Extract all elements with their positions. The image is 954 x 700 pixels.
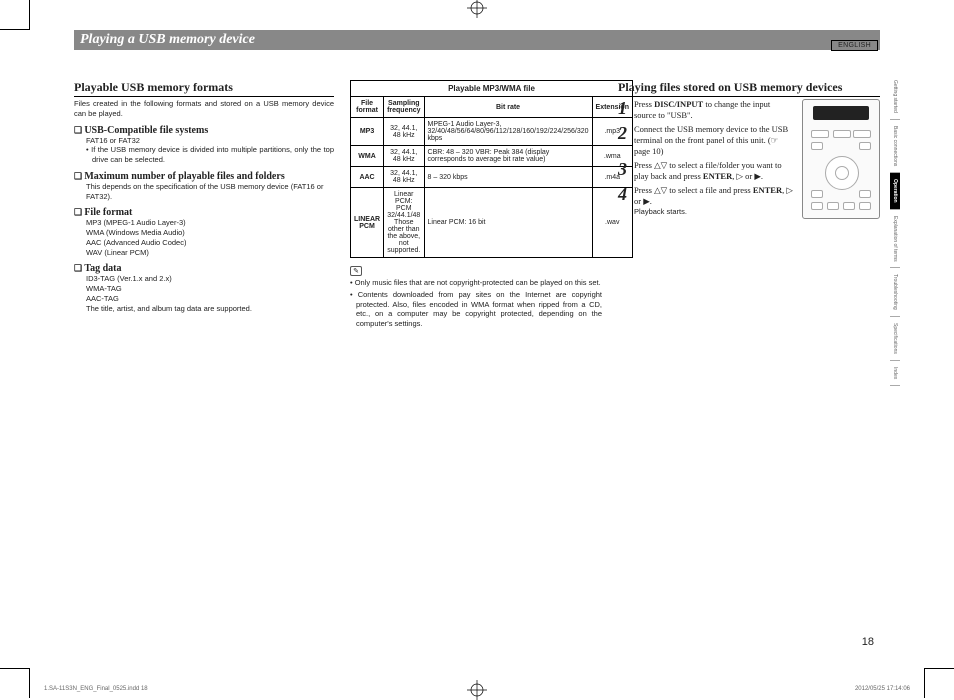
- step: 1Press DISC/INPUT to change the input so…: [618, 99, 794, 120]
- table-cell: MP3: [351, 118, 384, 146]
- crop-mark-br: [924, 668, 954, 698]
- table-cell: 32, 44.1, 48 kHz: [384, 146, 424, 167]
- step-sub: Playback starts.: [634, 207, 794, 216]
- table-cell: CBR: 48 – 320 VBR: Peak 384 (display cor…: [424, 146, 592, 167]
- table-cell: 32, 44.1, 48 kHz: [384, 118, 424, 146]
- table-cell: WMA: [351, 146, 384, 167]
- table-cell: LINEAR PCM: [351, 188, 384, 258]
- footer-timestamp: 2012/05/25 17:14:06: [855, 686, 910, 692]
- step: 4Press △▽ to select a file and press ENT…: [618, 185, 794, 216]
- side-tab[interactable]: Explanation of terms: [890, 210, 900, 269]
- format-item-body: MP3 (MPEG-1 Audio Layer-3)WMA (Windows M…: [74, 218, 334, 257]
- language-badge: ENGLISH: [831, 40, 878, 51]
- format-item-head: File format: [74, 207, 334, 218]
- table-header: Bit rate: [424, 97, 592, 118]
- note: • Contents downloaded from pay sites on …: [350, 290, 602, 329]
- steps-list: 1Press DISC/INPUT to change the input so…: [618, 99, 794, 220]
- column-middle: Playable MP3/WMA file File formatSamplin…: [350, 80, 602, 331]
- format-item: Maximum number of playable files and fol…: [74, 171, 334, 202]
- registration-top: [467, 0, 487, 18]
- format-item-body: ID3-TAG (Ver.1.x and 2.x)WMA-TAGAAC-TAGT…: [74, 274, 334, 313]
- step-body: Press DISC/INPUT to change the input sou…: [634, 99, 794, 120]
- remote-diagram: [802, 99, 880, 219]
- side-tabs: Getting startedBasic connectionsOperatio…: [890, 74, 906, 386]
- side-tab[interactable]: Troubleshooting: [890, 268, 900, 317]
- format-item-head: USB-Compatible file systems: [74, 125, 334, 136]
- table-cell: 8 – 320 kbps: [424, 167, 592, 188]
- format-item: USB-Compatible file systemsFAT16 or FAT3…: [74, 125, 334, 165]
- note-icon: ✎: [350, 266, 362, 276]
- right-subhead: Playing files stored on USB memory devic…: [618, 80, 880, 97]
- side-tab[interactable]: Specifications: [890, 317, 900, 361]
- side-tab[interactable]: Operation: [890, 173, 900, 210]
- page: ENGLISH Getting startedBasic connections…: [40, 20, 914, 668]
- step-number: 2: [618, 124, 634, 156]
- crop-mark-tl: [0, 0, 30, 30]
- table-cell: MPEG-1 Audio Layer-3, 32/40/48/56/64/80/…: [424, 118, 592, 146]
- left-subhead: Playable USB memory formats: [74, 80, 334, 97]
- table-header: Sampling frequency: [384, 97, 424, 118]
- crop-mark-bl: [0, 668, 30, 698]
- step: 2Connect the USB memory device to the US…: [618, 124, 794, 156]
- step-number: 3: [618, 160, 634, 181]
- side-tab[interactable]: Basic connections: [890, 120, 900, 173]
- section-title: Playing a USB memory device: [74, 30, 880, 50]
- table-cell: 32, 44.1, 48 kHz: [384, 167, 424, 188]
- table-header: File format: [351, 97, 384, 118]
- table-cell: Linear PCM: 16 bit: [424, 188, 592, 258]
- notes: • Only music files that are not copyrigh…: [350, 278, 602, 329]
- left-intro: Files created in the following formats a…: [74, 99, 334, 119]
- table-row: AAC32, 44.1, 48 kHz8 – 320 kbps.m4a: [351, 167, 633, 188]
- table-row: MP332, 44.1, 48 kHzMPEG-1 Audio Layer-3,…: [351, 118, 633, 146]
- side-tab[interactable]: Index: [890, 361, 900, 386]
- step-body: Press △▽ to select a file/folder you wan…: [634, 160, 794, 181]
- step-number: 4: [618, 185, 634, 216]
- table-row: WMA32, 44.1, 48 kHzCBR: 48 – 320 VBR: Pe…: [351, 146, 633, 167]
- format-item: Tag dataID3-TAG (Ver.1.x and 2.x)WMA-TAG…: [74, 263, 334, 313]
- side-tab[interactable]: Getting started: [890, 74, 900, 120]
- table-row: LINEAR PCMLinear PCM: PCM 32/44.1/48 Tho…: [351, 188, 633, 258]
- step: 3Press △▽ to select a file/folder you wa…: [618, 160, 794, 181]
- footer-file: 1.SA-11S3N_ENG_Final_0525.indd 18: [44, 686, 148, 692]
- step-number: 1: [618, 99, 634, 120]
- table-cell: Linear PCM: PCM 32/44.1/48 Those other t…: [384, 188, 424, 258]
- page-number: 18: [862, 636, 874, 648]
- footer: 1.SA-11S3N_ENG_Final_0525.indd 18 2012/0…: [44, 686, 910, 692]
- step-body: Connect the USB memory device to the USB…: [634, 124, 794, 156]
- table-title: Playable MP3/WMA file: [351, 81, 633, 97]
- format-item-body: FAT16 or FAT32• If the USB memory device…: [74, 136, 334, 165]
- columns: Playable USB memory formats Files create…: [74, 80, 880, 331]
- format-item: File formatMP3 (MPEG-1 Audio Layer-3)WMA…: [74, 207, 334, 257]
- column-right: Playing files stored on USB memory devic…: [618, 80, 880, 331]
- step-body: Press △▽ to select a file and press ENTE…: [634, 185, 794, 216]
- format-item-head: Maximum number of playable files and fol…: [74, 171, 334, 182]
- note: • Only music files that are not copyrigh…: [350, 278, 602, 288]
- column-left: Playable USB memory formats Files create…: [74, 80, 334, 331]
- format-table: Playable MP3/WMA file File formatSamplin…: [350, 80, 633, 258]
- format-item-body: This depends on the specification of the…: [74, 182, 334, 202]
- format-item-head: Tag data: [74, 263, 334, 274]
- table-cell: AAC: [351, 167, 384, 188]
